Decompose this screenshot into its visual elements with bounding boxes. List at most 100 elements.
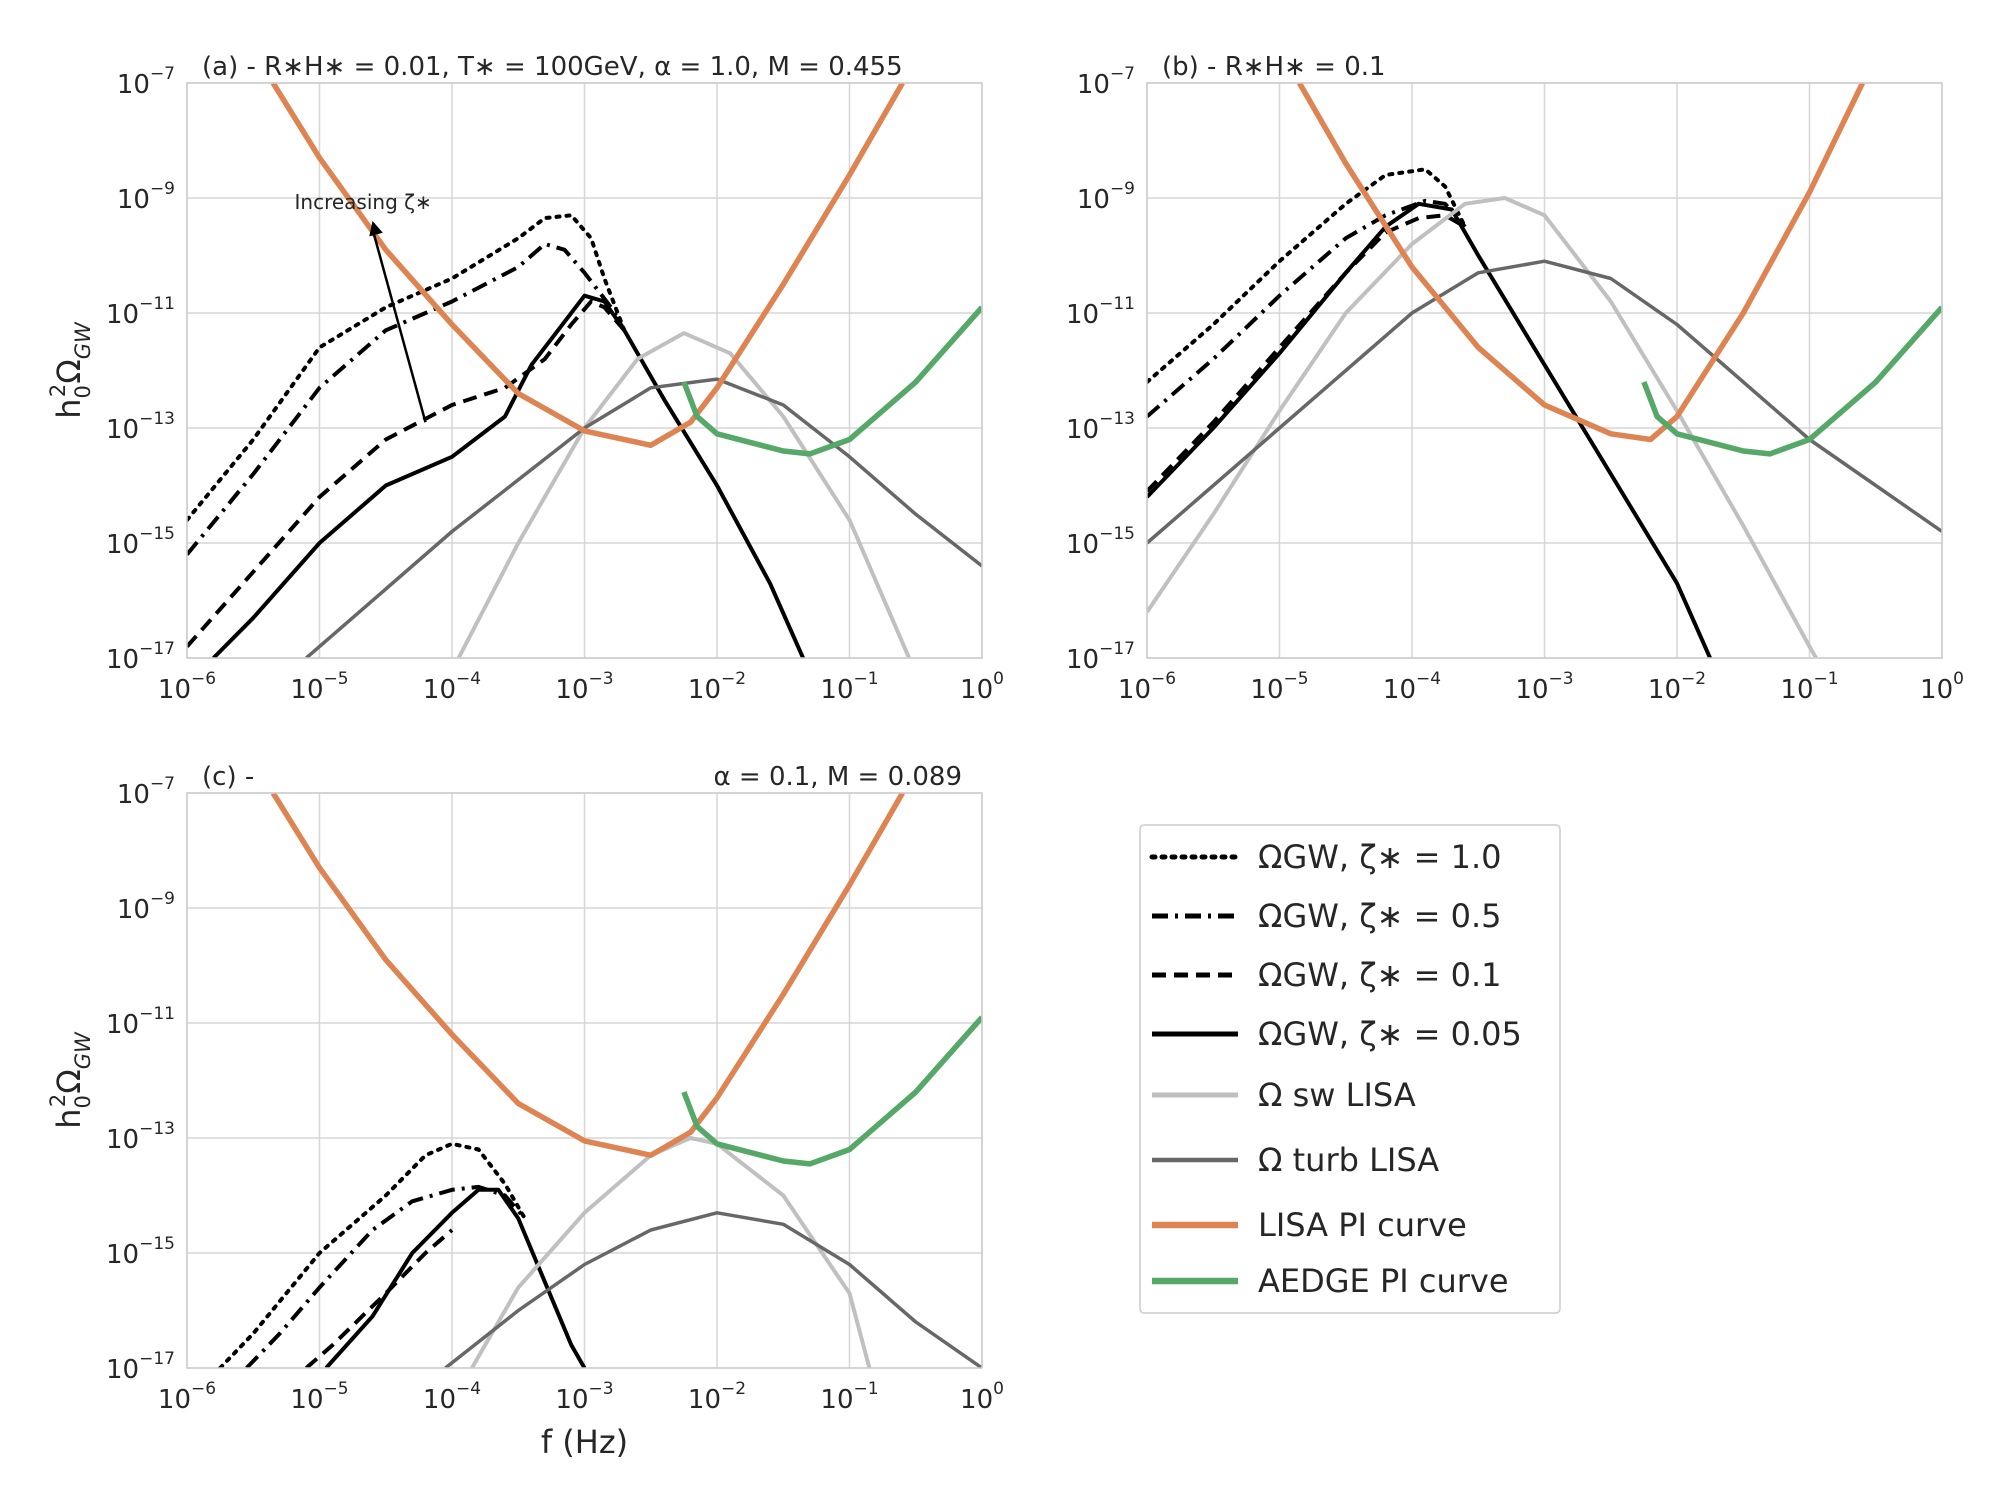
tick-exponent: −2 [721,669,746,689]
tick-base: 10 [1066,530,1099,560]
tick-exponent: −9 [1110,179,1135,199]
tick-exponent: 0 [993,1379,1004,1399]
y-tick-label: 10−11 [106,294,175,330]
series-zeta_0.1 [187,299,626,648]
tick-exponent: −17 [139,1349,175,1369]
tick-base: 10 [117,895,150,925]
series-zeta_0.5 [1147,198,1467,419]
annotation-arrow [371,228,427,423]
series-sw [470,1136,872,1368]
tick-base: 10 [106,1125,139,1155]
y-tick-label: 10−17 [106,639,175,675]
series-zeta_0.5 [187,242,627,556]
y-tick-label: 10−9 [117,179,175,215]
x-tick-label: 100 [1920,669,1964,705]
series-zeta_0.05 [324,1187,587,1368]
tick-exponent: −13 [139,409,175,429]
series-sw [456,331,911,658]
legend-frame [1139,824,1561,1314]
ylabel-gw: GW [71,321,95,359]
tick-exponent: −13 [1099,409,1135,429]
x-tick-label: 10−2 [688,669,746,705]
ylabel-gw: GW [71,1031,95,1069]
tick-base: 10 [688,1385,721,1415]
tick-exponent: −3 [589,1379,614,1399]
tick-base: 10 [117,780,150,810]
panel-c: 10−6 10−5 10−4 10−3 10−2 10−1 10010−1710−1510−… [46,762,1004,1461]
x-tick-label: 10−2 [688,1379,746,1415]
x-tick-label: 10−5 [290,1379,348,1415]
x-tick-label: 10−4 [1383,669,1441,705]
panel-a: 10−6 10−5 10−4 10−3 10−2 10−1 10010−1710−1510−… [46,52,1004,705]
tick-base: 10 [1066,300,1099,330]
y-axis-label: h02ΩGW [46,1031,95,1129]
x-tick-label: 10−5 [290,669,348,705]
y-tick-label: 10−17 [1066,639,1135,675]
tick-base: 10 [1250,675,1283,705]
x-tick-label: 10−3 [555,1379,613,1415]
tick-base: 10 [117,70,150,100]
tick-exponent: 0 [1953,669,1964,689]
tick-base: 10 [1648,675,1681,705]
tick-base: 10 [290,1385,323,1415]
tick-base: 10 [1066,645,1099,675]
tick-exponent: −5 [324,669,349,689]
tick-exponent: −7 [150,774,175,794]
tick-exponent: −17 [139,639,175,659]
tick-base: 10 [290,675,323,705]
tick-exponent: −15 [139,1234,175,1254]
tick-exponent: −3 [1549,669,1574,689]
tick-exponent: −9 [150,889,175,909]
annotation-text: Increasing ζ∗ [295,190,432,214]
y-tick-label: 10−17 [106,1349,175,1385]
tick-base: 10 [106,645,139,675]
y-tick-label: 10−9 [117,889,175,925]
tick-exponent: −1 [1814,669,1839,689]
annotation-arrowhead [369,221,383,237]
x-tick-label: 10−5 [1250,669,1308,705]
series-sw [1147,196,1818,658]
legend-label-turb: Ω turb LISA [1258,1141,1439,1179]
legend-label-aedge: AEDGE PI curve [1258,1262,1509,1300]
tick-base: 10 [106,530,139,560]
ylabel-sup: 2 [46,384,70,397]
axes-frame [1146,82,1943,659]
tick-exponent: −6 [191,1379,216,1399]
legend: ΩGW, ζ∗ = 1.0 ΩGW, ζ∗ = 0.5 ΩGW, ζ∗ = 0.1 Ω… [1139,824,1561,1314]
x-tick-label: 10−3 [1515,669,1573,705]
panel-title-b: (b) - R∗H∗ = 0.1 [1162,52,1386,82]
tick-base: 10 [1077,70,1110,100]
panel-b: 10−6 10−5 10−4 10−3 10−2 10−1 10010−1710−1510−… [1066,52,1964,705]
ylabel-h: h [50,1108,88,1128]
y-axis-label: h02ΩGW [46,321,95,419]
ylabel-sup: 2 [46,1094,70,1107]
tick-base: 10 [423,675,456,705]
panel-title-a: (a) - R∗H∗ = 0.01, T∗ = 100GeV, α = 1.0,… [202,52,903,82]
tick-base: 10 [158,675,191,705]
tick-base: 10 [555,1385,588,1415]
tick-base: 10 [1780,675,1813,705]
tick-exponent: −13 [139,1119,175,1139]
legend-label-dashed: ΩGW, ζ∗ = 0.1 [1258,956,1502,994]
tick-exponent: −7 [1110,64,1135,84]
x-tick-label: 100 [960,1379,1004,1415]
tick-exponent: −11 [139,294,175,314]
tick-exponent: −2 [721,1379,746,1399]
series-turb [444,1211,982,1368]
y-tick-label: 10−9 [1077,179,1135,215]
tick-exponent: −1 [854,669,879,689]
x-tick-label: 10−1 [820,1379,878,1415]
tick-exponent: −6 [1151,669,1176,689]
series-aedge [681,305,982,457]
y-tick-label: 10−7 [117,64,175,100]
tick-base: 10 [106,1240,139,1270]
x-tick-label: 10−2 [1648,669,1706,705]
ylabel-omega: Ω [50,359,88,383]
y-tick-label: 10−7 [1077,64,1135,100]
y-tick-label: 10−13 [106,409,175,445]
tick-exponent: −4 [456,669,481,689]
tick-base: 10 [1077,185,1110,215]
y-tick-label: 10−13 [106,1119,175,1155]
panel-title-c: (c) - [202,762,254,792]
tick-exponent: −7 [150,64,175,84]
